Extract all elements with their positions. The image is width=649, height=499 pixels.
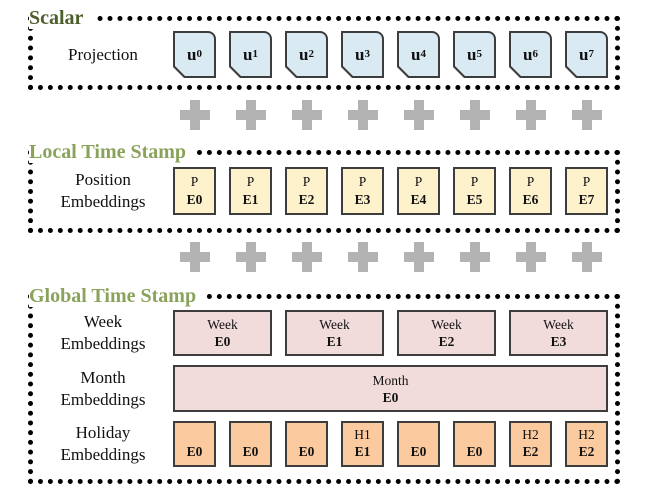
position-cells: P E0 P E1 P E2 P E3 P E4 P E5 P E6 P E7 — [173, 167, 608, 215]
holiday-cell-2: E0 — [285, 421, 328, 467]
holiday-cell-4: E0 — [397, 421, 440, 467]
plus-operator-row-2 — [173, 242, 608, 272]
local-time-stamp-title: Local Time Stamp — [29, 141, 187, 163]
position-cell-e5: P E5 — [453, 167, 496, 215]
plus-icon — [347, 242, 378, 272]
plus-icon — [515, 100, 546, 130]
plus-icon — [235, 100, 266, 130]
week-embeddings-label: Week Embeddings — [60, 312, 146, 353]
week-cells: Week E0 Week E1 Week E2 Week E3 — [173, 310, 608, 356]
week-cell-e0: Week E0 — [173, 310, 272, 356]
local-time-stamp-section: Local Time Stamp Position Embeddings P E0… — [28, 141, 620, 233]
position-cell-e3: P E3 — [341, 167, 384, 215]
global-time-stamp-title: Global Time Stamp — [29, 285, 197, 307]
position-cell-e4: P E4 — [397, 167, 440, 215]
position-cell-e7: P E7 — [565, 167, 608, 215]
position-embeddings-row: Position Embeddings P E0 P E1 P E2 P E3 P E4 … — [33, 167, 615, 215]
holiday-cell-6: H2 E2 — [509, 421, 552, 467]
position-cell-e2: P E2 — [285, 167, 328, 215]
plus-icon — [571, 100, 602, 130]
holiday-cell-1: E0 — [229, 421, 272, 467]
plus-icon — [347, 100, 378, 130]
plus-icon — [515, 242, 546, 272]
global-time-stamp-section: Global Time Stamp Week Embeddings Week E0… — [28, 285, 620, 484]
plus-icon — [459, 100, 490, 130]
position-cell-e6: P E6 — [509, 167, 552, 215]
month-cells: Month E0 — [173, 365, 608, 412]
plus-icon — [179, 242, 210, 272]
month-cell-e0: Month E0 — [173, 365, 608, 412]
plus-icon — [291, 242, 322, 272]
scalar-section-title: Scalar — [29, 7, 84, 29]
plus-icon — [403, 100, 434, 130]
holiday-embeddings-label: Holiday Embeddings — [60, 423, 146, 464]
plus-icon — [291, 100, 322, 130]
plus-icon — [235, 242, 266, 272]
holiday-cell-7: H2 E2 — [565, 421, 608, 467]
plus-icon — [459, 242, 490, 272]
plus-icon — [571, 242, 602, 272]
week-embeddings-row: Week Embeddings Week E0 Week E1 Week E2 Wee… — [33, 310, 615, 356]
plus-operator-row-1 — [173, 100, 608, 130]
position-cell-e0: P E0 — [173, 167, 216, 215]
month-embeddings-row: Month Embeddings Month E0 — [33, 365, 615, 412]
position-embeddings-label: Position Embeddings — [60, 170, 146, 211]
plus-icon — [403, 242, 434, 272]
holiday-cell-3: H1 E1 — [341, 421, 384, 467]
holiday-embeddings-row: Holiday Embeddings E0 E0 E0 H1 E1 E0 E0 H… — [33, 421, 615, 467]
holiday-cells: E0 E0 E0 H1 E1 E0 E0 H2 E2 H2 E2 — [173, 421, 608, 467]
month-embeddings-label: Month Embeddings — [60, 367, 146, 409]
week-cell-e3: Week E3 — [509, 310, 608, 356]
week-cell-e1: Week E1 — [285, 310, 384, 356]
holiday-cell-5: E0 — [453, 421, 496, 467]
projection-row-label: Projection — [68, 44, 138, 64]
plus-icon — [179, 100, 210, 130]
week-cell-e2: Week E2 — [397, 310, 496, 356]
holiday-cell-0: E0 — [173, 421, 216, 467]
position-cell-e1: P E1 — [229, 167, 272, 215]
